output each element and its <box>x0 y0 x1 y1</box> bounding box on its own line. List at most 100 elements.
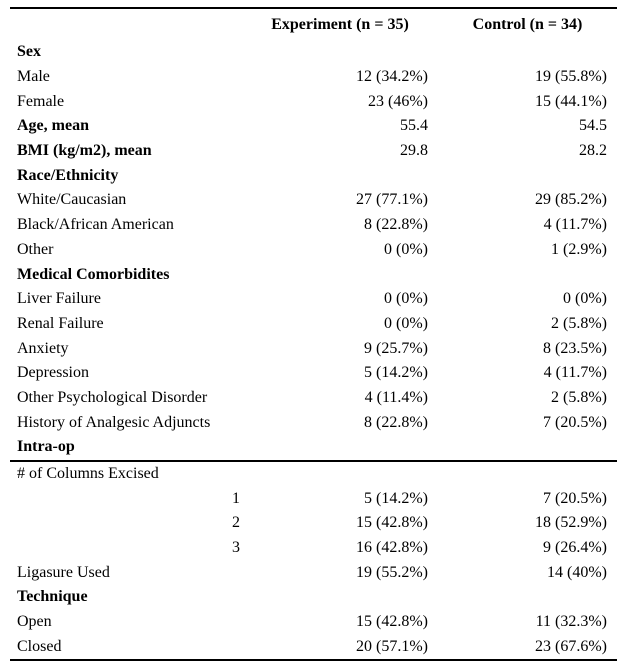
row-label: Black/African American <box>17 216 174 234</box>
control-value <box>438 461 617 487</box>
row-label: Intra-op <box>10 435 242 462</box>
table-row: Depression 5 (14.2%) 4 (11.7%) <box>10 361 617 386</box>
row-label: Ligasure Used <box>17 563 110 581</box>
row-label: White/Caucasian <box>17 191 127 209</box>
row-label: Medical Comorbidites <box>17 265 170 283</box>
table-row: Age, mean 55.4 54.5 <box>10 114 617 139</box>
table-header-row: Experiment (n = 35) Control (n = 34) <box>10 8 617 40</box>
control-value: 54.5 <box>579 117 607 135</box>
row-label: Anxiety <box>17 339 69 357</box>
control-value: 15 (44.1%) <box>535 92 607 110</box>
experiment-value: 4 (11.4%) <box>364 388 428 406</box>
experiment-value <box>242 435 438 462</box>
row-label: Race/Ethnicity <box>17 166 119 184</box>
control-value: 0 (0%) <box>563 290 607 308</box>
experiment-value: 29.8 <box>400 142 428 160</box>
table-row: Other Psychological Disorder 4 (11.4%) 2 (… <box>10 386 617 411</box>
row-label: Age, mean <box>17 117 89 135</box>
control-value: 11 (32.3%) <box>535 613 607 631</box>
control-value: 19 (55.8%) <box>535 68 607 86</box>
row-label: Other Psychological Disorder <box>17 388 208 406</box>
experiment-value: 55.4 <box>400 117 428 135</box>
control-value: 1 (2.9%) <box>551 240 607 258</box>
experiment-value: 15 (42.8%) <box>356 613 428 631</box>
control-value: 18 (52.9%) <box>535 514 607 532</box>
row-label: Other <box>17 240 54 258</box>
table-row: Black/African American 8 (22.8%) 4 (11.7%) <box>10 213 617 238</box>
experiment-value: 5 (14.2%) <box>364 489 428 507</box>
table-row: Female 23 (46%) 15 (44.1%) <box>10 89 617 114</box>
table-row: 3 16 (42.8%) 9 (26.4%) <box>10 536 617 561</box>
table-row: Technique <box>10 585 617 610</box>
table-row: Sex <box>10 40 617 65</box>
experiment-value: 27 (77.1%) <box>356 191 428 209</box>
experiment-value: 0 (0%) <box>384 240 428 258</box>
control-value: 14 (40%) <box>547 563 607 581</box>
table-row: Race/Ethnicity <box>10 163 617 188</box>
experiment-value: 5 (14.2%) <box>364 364 428 382</box>
control-value: 2 (5.8%) <box>551 314 607 332</box>
experiment-value <box>242 585 438 610</box>
control-value: 28.2 <box>579 142 607 160</box>
table-body: Sex Male 12 (34.2%) 19 (55.8%) Female 23 (46%… <box>10 40 617 660</box>
experiment-value <box>242 163 438 188</box>
control-value: 7 (20.5%) <box>543 413 607 431</box>
experiment-value: 8 (22.8%) <box>364 413 428 431</box>
experiment-value: 20 (57.1%) <box>356 637 428 655</box>
table-row: 2 15 (42.8%) 18 (52.9%) <box>10 511 617 536</box>
table-row: Anxiety 9 (25.7%) 8 (23.5%) <box>10 336 617 361</box>
row-label: Renal Failure <box>17 314 104 332</box>
experiment-value <box>242 40 438 65</box>
table-row: Medical Comorbidites <box>10 262 617 287</box>
control-value: 4 (11.7%) <box>543 364 607 382</box>
table-row: White/Caucasian 27 (77.1%) 29 (85.2%) <box>10 188 617 213</box>
table-row: Intra-op <box>10 435 617 462</box>
header-experiment-column: Experiment (n = 35) <box>271 15 409 33</box>
row-label: # of Columns Excised <box>17 465 159 483</box>
experiment-value: 23 (46%) <box>368 92 428 110</box>
row-label: Open <box>17 613 52 631</box>
row-label: Closed <box>17 637 62 655</box>
table-row: Other 0 (0%) 1 (2.9%) <box>10 238 617 263</box>
control-value: 7 (20.5%) <box>543 489 607 507</box>
table-row: Male 12 (34.2%) 19 (55.8%) <box>10 65 617 90</box>
table-row: Renal Failure 0 (0%) 2 (5.8%) <box>10 312 617 337</box>
table-row: Closed 20 (57.1%) 23 (67.6%) <box>10 635 617 661</box>
experiment-value: 8 (22.8%) <box>364 216 428 234</box>
control-value: 4 (11.7%) <box>543 216 607 234</box>
row-label: Female <box>17 92 65 110</box>
row-label: Depression <box>17 364 89 382</box>
row-label: 2 <box>232 514 240 532</box>
table-row: Ligasure Used 19 (55.2%) 14 (40%) <box>10 560 617 585</box>
header-control-column: Control (n = 34) <box>472 15 583 33</box>
experiment-value <box>242 262 438 287</box>
control-value <box>438 163 617 188</box>
experiment-value: 9 (25.7%) <box>364 339 428 357</box>
table-row: 1 5 (14.2%) 7 (20.5%) <box>10 486 617 511</box>
control-value: 23 (67.6%) <box>535 637 607 655</box>
row-label: 1 <box>232 489 240 507</box>
control-value: 2 (5.8%) <box>551 388 607 406</box>
control-value <box>438 40 617 65</box>
row-label: Liver Failure <box>17 290 101 308</box>
control-value: 8 (23.5%) <box>543 339 607 357</box>
table-row: # of Columns Excised <box>10 461 617 487</box>
row-label: 3 <box>232 539 240 557</box>
row-label: Male <box>17 68 50 86</box>
row-label: Sex <box>17 43 41 61</box>
baseline-characteristics-table: Experiment (n = 35) Control (n = 34) Sex… <box>10 7 617 662</box>
row-label: History of Analgesic Adjuncts <box>17 413 211 431</box>
table-row: Liver Failure 0 (0%) 0 (0%) <box>10 287 617 312</box>
table-row: Open 15 (42.8%) 11 (32.3%) <box>10 610 617 635</box>
control-value: 29 (85.2%) <box>535 191 607 209</box>
experiment-value: 19 (55.2%) <box>356 563 428 581</box>
experiment-value <box>242 461 438 487</box>
row-label: BMI (kg/m2), mean <box>17 142 152 160</box>
experiment-value: 16 (42.8%) <box>356 539 428 557</box>
control-value <box>438 262 617 287</box>
row-label: Technique <box>17 588 88 606</box>
control-value <box>438 585 617 610</box>
control-value: 9 (26.4%) <box>543 539 607 557</box>
experiment-value: 0 (0%) <box>384 314 428 332</box>
control-value <box>438 435 617 462</box>
